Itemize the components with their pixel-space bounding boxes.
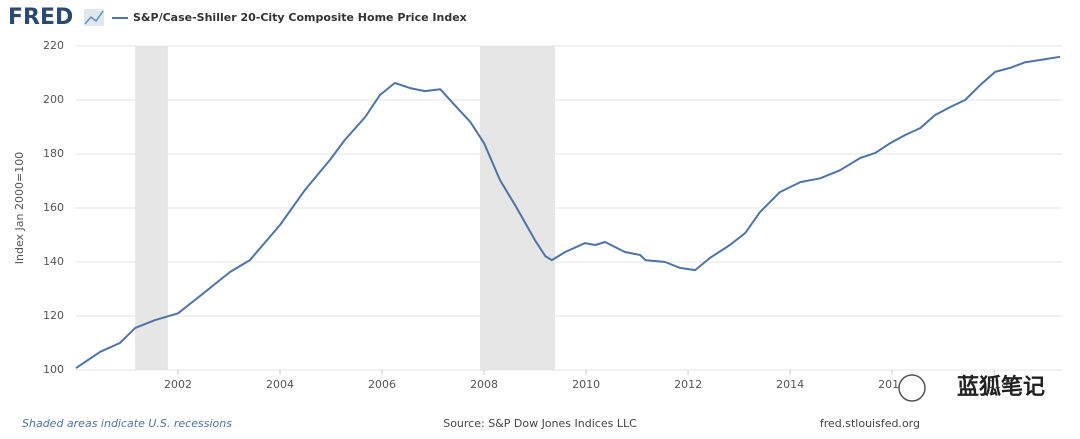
- watermark-icon: [898, 374, 926, 402]
- y-tick-label: 100: [43, 363, 64, 376]
- footer-source: Source: S&P Dow Jones Indices LLC: [443, 417, 637, 430]
- x-tick-label: 2014: [776, 378, 804, 391]
- logo-icon: [84, 9, 104, 26]
- legend-label: S&P/Case-Shiller 20-City Composite Home …: [133, 11, 467, 24]
- y-tick-label: 200: [43, 93, 64, 106]
- x-tick-label: 2006: [368, 378, 396, 391]
- x-tick-label: 2002: [164, 378, 192, 391]
- footer-note: Shaded areas indicate U.S. recessions: [22, 417, 232, 430]
- y-tick-label: 120: [43, 309, 64, 322]
- x-tick-label: 2010: [572, 378, 600, 391]
- x-tick-label: 2018: [980, 378, 1008, 391]
- data-line: [75, 55, 1061, 369]
- x-tick-label: 2008: [470, 378, 498, 391]
- y-tick-label: 140: [43, 255, 64, 268]
- x-tick-label: 2004: [266, 378, 294, 391]
- footer-site: fred.stlouisfed.org: [820, 417, 920, 430]
- y-axis-label: Index Jan 2000=100: [13, 152, 26, 264]
- watermark: 蓝狐笔记: [957, 374, 1045, 400]
- logo: FRED: [8, 5, 73, 30]
- y-tick-label: 220: [43, 39, 64, 52]
- y-tick-label: 180: [43, 147, 64, 160]
- plot-area: [75, 45, 1062, 375]
- x-tick-label: 2012: [674, 378, 702, 391]
- y-tick-label: 160: [43, 201, 64, 214]
